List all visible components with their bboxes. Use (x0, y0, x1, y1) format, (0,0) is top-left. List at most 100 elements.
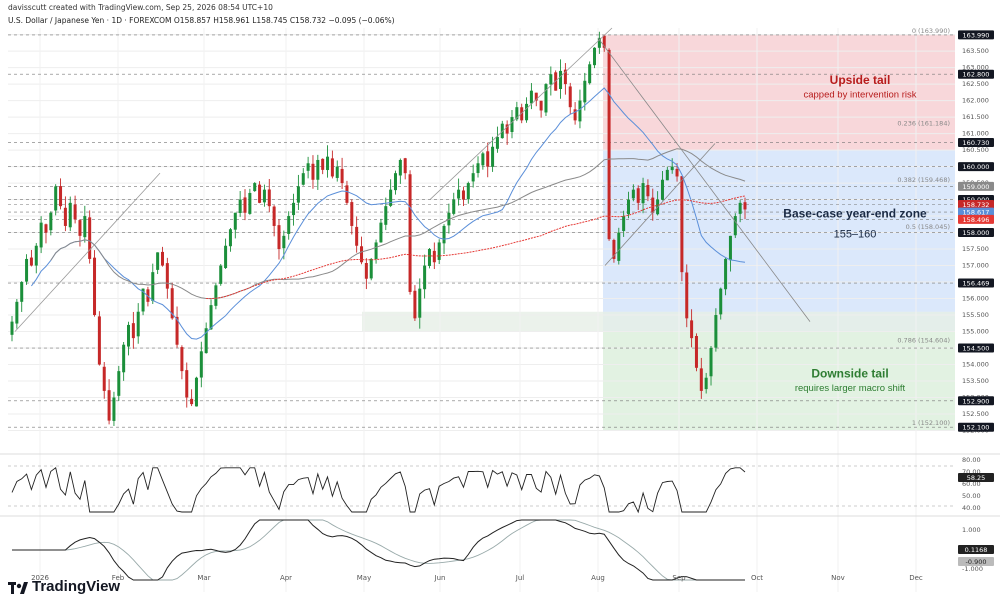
macd-line (12, 519, 745, 581)
candle-body (660, 179, 664, 200)
price-badge-label: 160.000 (963, 163, 990, 171)
chart-author-line: davisscutt created with TradingView.com,… (8, 3, 273, 12)
candle-body (248, 192, 252, 214)
candle-body (437, 242, 441, 260)
candle-body (670, 166, 674, 171)
candle-body (505, 124, 509, 134)
price-badge-label: 162.800 (963, 71, 990, 79)
upside-subtitle: capped by intervention risk (803, 89, 916, 100)
price-badge (958, 162, 994, 172)
candle-body (126, 324, 131, 347)
candle-body (651, 197, 655, 213)
candle-body (515, 107, 519, 120)
price-tick: 162.000 (962, 97, 989, 105)
candle-body (151, 272, 155, 301)
candle-body (326, 156, 330, 171)
candle-body (39, 222, 43, 248)
candle-body (694, 335, 698, 368)
candle-body (287, 216, 291, 234)
price-badge-label: 158.496 (963, 216, 990, 224)
price-badge (958, 228, 994, 238)
candle-body (165, 263, 169, 289)
candle-body (93, 257, 97, 316)
candle-body (573, 109, 577, 121)
candle-body (486, 151, 490, 167)
candle-body (59, 186, 63, 207)
price-tick: 163.000 (962, 64, 989, 72)
candle-body (733, 216, 737, 236)
rsi-tick: 70.00 (962, 468, 981, 476)
candle-body (102, 366, 106, 391)
price-badge (958, 207, 994, 217)
rsi-tick: 60.00 (962, 480, 981, 488)
candle-body (350, 202, 354, 226)
candle-body (29, 257, 33, 266)
candle-body (408, 174, 412, 292)
macd-tick: -1.000 (962, 565, 983, 573)
candle-body (301, 173, 305, 185)
rsi-tick: 40.00 (962, 504, 981, 512)
time-axis-label: Dec (909, 574, 923, 582)
candle-body (525, 103, 529, 121)
candle-body (398, 159, 402, 176)
candle-body (709, 348, 713, 377)
tradingview-brand[interactable]: TradingView (8, 578, 120, 595)
candle-body (690, 320, 694, 339)
ma-200-line (206, 195, 746, 300)
price-tick: 155.500 (962, 311, 989, 319)
candle-body (646, 185, 650, 197)
upside-title: Upside tail (830, 73, 891, 87)
candle-body (481, 153, 485, 166)
time-axis-label: Feb (112, 574, 125, 582)
price-badge (958, 214, 994, 224)
candle-body (68, 202, 72, 228)
candle-body (641, 183, 645, 204)
candle-body (374, 242, 378, 260)
candle-body (379, 222, 383, 243)
price-tick: 161.500 (962, 113, 989, 121)
candle-body (403, 158, 407, 174)
candle-body (559, 70, 563, 89)
candle-body (665, 169, 669, 181)
candle-body (593, 47, 597, 66)
candle-body (190, 398, 194, 405)
candle-body (578, 100, 582, 122)
candle-body (34, 245, 38, 266)
price-badge-label: 156.469 (963, 280, 990, 288)
fib-label: 1 (152.100) (912, 419, 950, 427)
candle-body (520, 107, 524, 121)
candle-body (704, 377, 708, 390)
time-axis-label: Jun (434, 574, 446, 582)
candle-body (228, 229, 232, 247)
price-badge (958, 422, 994, 432)
price-badge-label: 158.617 (963, 209, 990, 217)
price-badge (958, 30, 994, 40)
price-tick: 160.500 (962, 146, 989, 154)
candle-body (583, 80, 587, 103)
candle-body (675, 168, 679, 177)
time-axis-label: Aug (591, 574, 605, 582)
candle-body (607, 49, 611, 240)
macd-value-badge (958, 545, 994, 554)
candle-body (549, 74, 553, 85)
candle-body (117, 371, 121, 396)
price-tick: 163.500 (962, 47, 989, 55)
candle-body (622, 216, 626, 231)
candle-body (180, 347, 184, 372)
price-tick: 161.000 (962, 130, 989, 138)
candle-body (112, 397, 116, 421)
candle-body (699, 368, 703, 391)
candle-body (724, 258, 728, 290)
candle-body (243, 197, 247, 213)
rsi-value: 58.25 (967, 474, 986, 482)
candle-body (728, 235, 732, 261)
base-subtitle: 155–160 (834, 229, 877, 241)
candle-body (277, 225, 281, 250)
candle-body (539, 100, 543, 111)
candle-body (316, 159, 320, 180)
candle-body (219, 265, 223, 284)
macd-signal-value: -0.900 (966, 558, 987, 566)
candle-body (544, 84, 548, 113)
candle-body (267, 189, 271, 207)
